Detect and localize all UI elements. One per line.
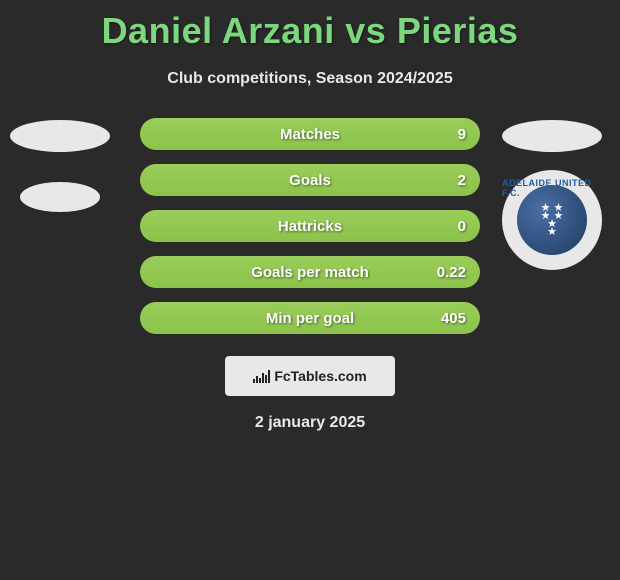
brand-name: FcTables.com [274, 368, 366, 384]
stat-label: Goals per match [251, 264, 369, 281]
stat-label: Matches [280, 126, 340, 143]
stat-value-right: 405 [441, 310, 466, 327]
team-badge-placeholder [10, 120, 110, 152]
stat-label: Goals [289, 172, 331, 189]
team-badge-placeholder [502, 120, 602, 152]
stat-value-right: 2 [458, 172, 466, 189]
stats-table: Matches 9 Goals 2 Hattricks 0 Goals per … [140, 118, 480, 334]
stat-row: Matches 9 [140, 118, 480, 150]
left-team-badges [10, 120, 110, 212]
season-subtitle: Club competitions, Season 2024/2025 [0, 70, 620, 88]
stat-row: Hattricks 0 [140, 210, 480, 242]
stat-value-right: 9 [458, 126, 466, 143]
stat-label: Hattricks [278, 218, 342, 235]
bar-chart-icon [253, 369, 270, 383]
club-crest-adelaide: ADELAIDE UNITED F.C. ★ ★★ ★ ★★ [502, 170, 602, 270]
update-date: 2 january 2025 [0, 414, 620, 432]
stat-label: Min per goal [266, 310, 354, 327]
stat-row: Goals per match 0.22 [140, 256, 480, 288]
stat-row: Goals 2 [140, 164, 480, 196]
right-team-badges: ADELAIDE UNITED F.C. ★ ★★ ★ ★★ [502, 120, 602, 270]
stat-value-right: 0.22 [437, 264, 466, 281]
team-badge-placeholder [20, 182, 100, 212]
stat-row: Min per goal 405 [140, 302, 480, 334]
source-badge[interactable]: FcTables.com [225, 356, 395, 396]
comparison-title: Daniel Arzani vs Pierias [0, 0, 620, 52]
stat-value-right: 0 [458, 218, 466, 235]
club-crest-stars-icon: ★ ★★ ★ ★★ [535, 204, 570, 236]
